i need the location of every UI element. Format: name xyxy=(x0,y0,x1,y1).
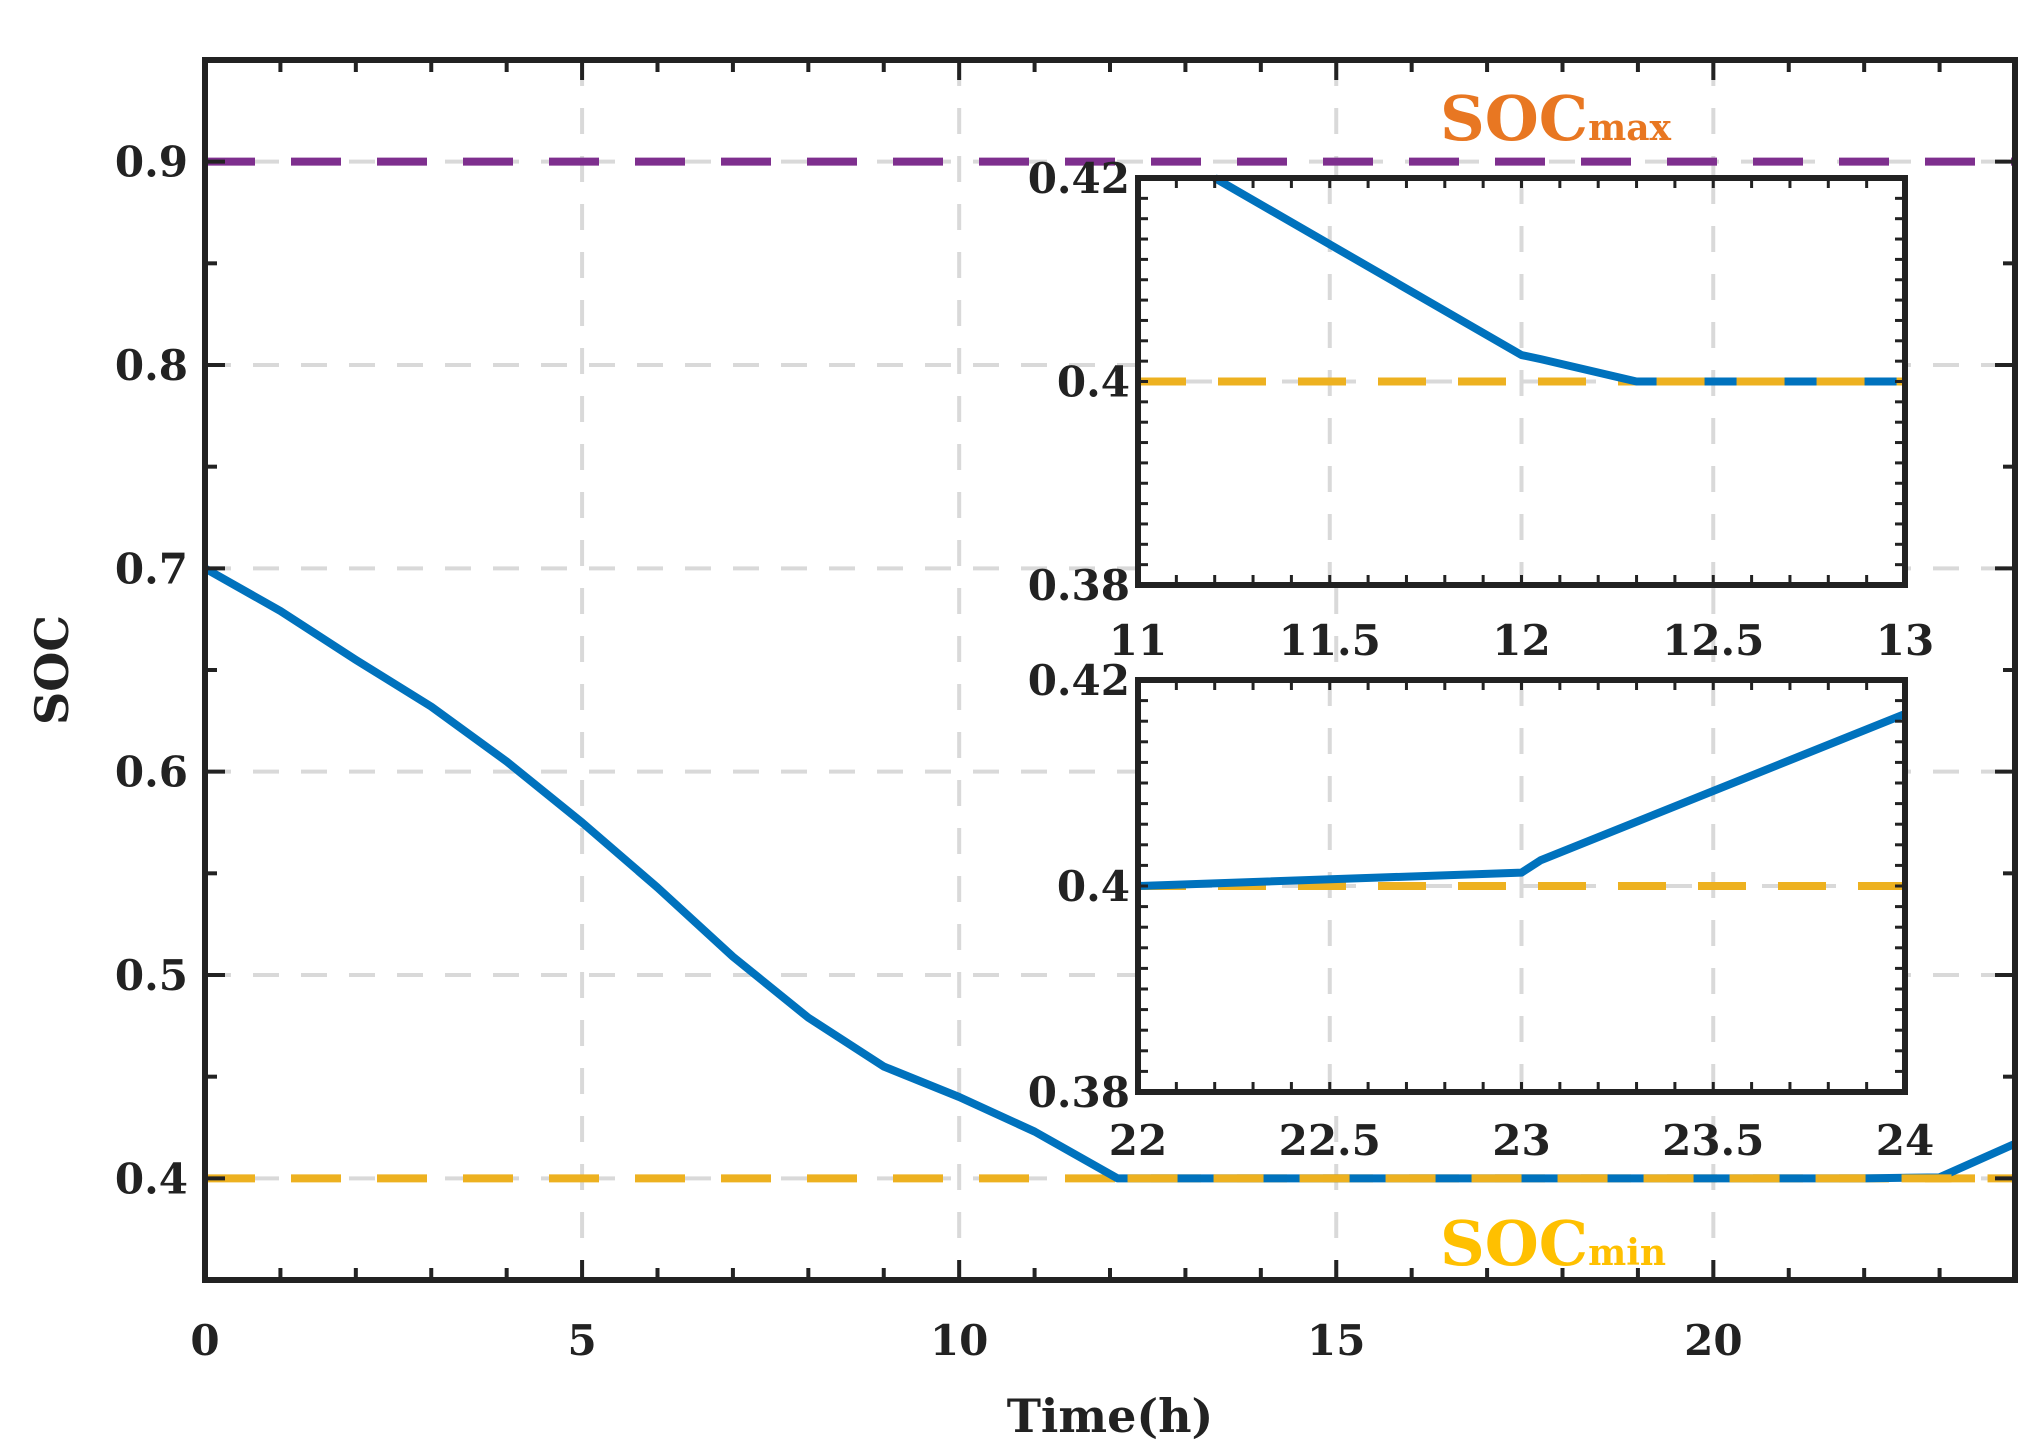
inset-soc-line xyxy=(1137,710,1907,890)
inset-y-tick-label: 0.4 xyxy=(1057,358,1130,407)
inset-x-tick-label: 22.5 xyxy=(1279,1116,1381,1165)
soc-min-annotation: SOCmin xyxy=(1440,1207,1666,1280)
soc-max-sub: max xyxy=(1588,107,1671,149)
inset-x-tick-label: 12.5 xyxy=(1662,616,1764,665)
x-tick-label: 15 xyxy=(1307,1316,1365,1365)
inset-soc-line xyxy=(1212,174,1905,386)
y-tick-label: 0.9 xyxy=(115,138,188,187)
x-tick-label: 10 xyxy=(930,1316,988,1365)
x-axis-label: Time(h) xyxy=(1007,1389,1214,1443)
x-tick-label: 0 xyxy=(190,1316,219,1365)
y-tick-label: 0.7 xyxy=(115,544,188,593)
soc-max-main: SOC xyxy=(1440,82,1588,155)
soc-max-annotation: SOCmax xyxy=(1440,82,1672,155)
x-tick-label: 20 xyxy=(1684,1316,1742,1365)
x-tick-label: 5 xyxy=(567,1316,596,1365)
y-tick-label: 0.4 xyxy=(115,1154,188,1203)
soc-min-sub: min xyxy=(1588,1232,1666,1274)
inset-y-tick-label: 0.38 xyxy=(1028,561,1130,610)
main-tick-labels: 0 5 10 15 20 0.4 0.5 0.6 0.7 0.8 0.9 xyxy=(115,138,1743,1365)
soc-min-main: SOC xyxy=(1440,1207,1588,1280)
inset-y-tick-label: 0.42 xyxy=(1028,154,1130,203)
inset-x-tick-label: 12 xyxy=(1492,616,1550,665)
y-tick-label: 0.8 xyxy=(115,341,188,390)
inset-x-tick-label: 22 xyxy=(1109,1116,1167,1165)
y-axis-label: SOC xyxy=(25,615,79,725)
inset-x-tick-label: 23 xyxy=(1492,1116,1550,1165)
inset-y-tick-label: 0.42 xyxy=(1028,656,1130,705)
soc-line xyxy=(203,564,2017,1183)
inset-x-tick-label: 11 xyxy=(1109,616,1167,665)
main-ticks xyxy=(203,58,2017,1282)
y-tick-label: 0.6 xyxy=(115,748,188,797)
inset-x-tick-label: 23.5 xyxy=(1662,1116,1764,1165)
main-lines xyxy=(203,157,2017,1183)
inset-x-tick-label: 11.5 xyxy=(1279,616,1381,665)
inset-bottom: 22 22.5 23 23.5 24 0.38 0.4 0.42 xyxy=(1028,656,1935,1165)
inset-y-tick-label: 0.38 xyxy=(1028,1068,1130,1117)
inset-top: 11 11.5 12 12.5 13 0.38 0.4 0.42 xyxy=(1028,154,1935,665)
inset-x-tick-label: 24 xyxy=(1876,1116,1934,1165)
inset-y-tick-label: 0.4 xyxy=(1057,862,1130,911)
inset-x-tick-label: 13 xyxy=(1876,616,1934,665)
y-tick-label: 0.5 xyxy=(115,951,188,1000)
